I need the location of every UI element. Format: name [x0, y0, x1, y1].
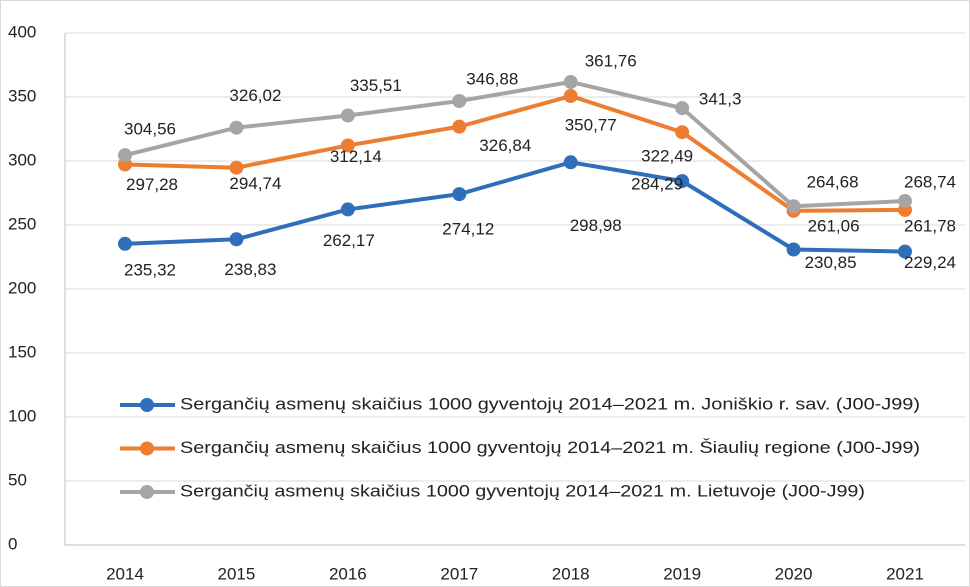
y-tick-label: 150 — [8, 342, 36, 361]
data-point — [452, 93, 467, 108]
data-label: 284,29 — [631, 175, 683, 194]
x-tick-label: 2017 — [440, 564, 478, 583]
data-label: 230,85 — [805, 253, 857, 272]
y-tick-label: 350 — [8, 86, 36, 105]
series-line — [124, 79, 906, 209]
data-point — [452, 187, 467, 202]
data-point — [675, 125, 690, 140]
data-point — [786, 242, 801, 257]
series-line — [124, 160, 906, 254]
data-point — [118, 236, 132, 251]
data-label: 294,74 — [229, 174, 281, 193]
data-label: 361,76 — [585, 51, 637, 70]
data-label: 261,78 — [904, 216, 956, 235]
y-tick-label: 0 — [8, 534, 17, 553]
data-label: 268,74 — [904, 172, 956, 191]
data-point — [118, 148, 132, 163]
x-tick-label: 2014 — [106, 564, 144, 583]
data-label: 326,02 — [229, 86, 281, 105]
data-label: 274,12 — [442, 220, 494, 239]
data-point — [786, 199, 801, 214]
data-point — [229, 120, 244, 135]
data-label: 341,3 — [699, 90, 742, 109]
legend-label: Sergančių asmenų skaičius 1000 gyventojų… — [180, 394, 920, 413]
y-tick-label: 200 — [8, 278, 36, 297]
data-label: 346,88 — [466, 69, 518, 88]
data-point — [229, 232, 244, 247]
x-tick-label: 2015 — [218, 564, 256, 583]
data-label: 264,68 — [807, 173, 859, 192]
data-label: 229,24 — [904, 253, 956, 272]
legend-marker — [140, 398, 154, 412]
data-point — [340, 202, 355, 217]
legend-marker — [140, 441, 154, 456]
data-label: 297,28 — [126, 175, 178, 194]
legend-marker — [140, 485, 154, 499]
x-tick-label: 2020 — [775, 564, 813, 583]
data-label: 350,77 — [565, 115, 617, 134]
data-point — [563, 155, 578, 170]
data-point — [898, 194, 912, 209]
data-label: 298,98 — [570, 216, 622, 235]
y-tick-label: 250 — [8, 214, 36, 233]
data-label: 238,83 — [224, 260, 276, 279]
y-tick-label: 100 — [8, 406, 36, 425]
x-tick-label: 2021 — [886, 564, 924, 583]
data-point — [340, 108, 355, 123]
y-tick-label: 300 — [8, 150, 36, 169]
legend-label: Sergančių asmenų skaičius 1000 gyventojų… — [180, 481, 865, 500]
x-tick-label: 2019 — [663, 564, 701, 583]
data-label: 261,06 — [808, 216, 860, 235]
data-point — [675, 101, 690, 116]
data-point — [563, 74, 578, 89]
y-tick-label: 50 — [8, 470, 27, 489]
x-tick-label: 2016 — [329, 564, 367, 583]
data-label: 335,51 — [350, 76, 402, 95]
legend-label: Sergančių asmenų skaičius 1000 gyventojų… — [180, 438, 920, 457]
series-line — [124, 94, 906, 213]
data-label: 235,32 — [124, 260, 176, 279]
data-label: 312,14 — [330, 147, 382, 166]
data-point — [452, 119, 467, 134]
data-label: 262,17 — [323, 231, 375, 250]
data-point — [898, 244, 912, 259]
y-tick-label: 400 — [8, 22, 36, 41]
data-point — [340, 138, 355, 153]
data-label: 326,84 — [479, 136, 531, 155]
x-tick-label: 2018 — [552, 564, 590, 583]
data-point — [563, 89, 578, 104]
data-point — [675, 174, 690, 189]
data-label: 304,56 — [124, 120, 176, 139]
data-label: 322,49 — [641, 147, 693, 166]
data-point — [229, 160, 244, 175]
